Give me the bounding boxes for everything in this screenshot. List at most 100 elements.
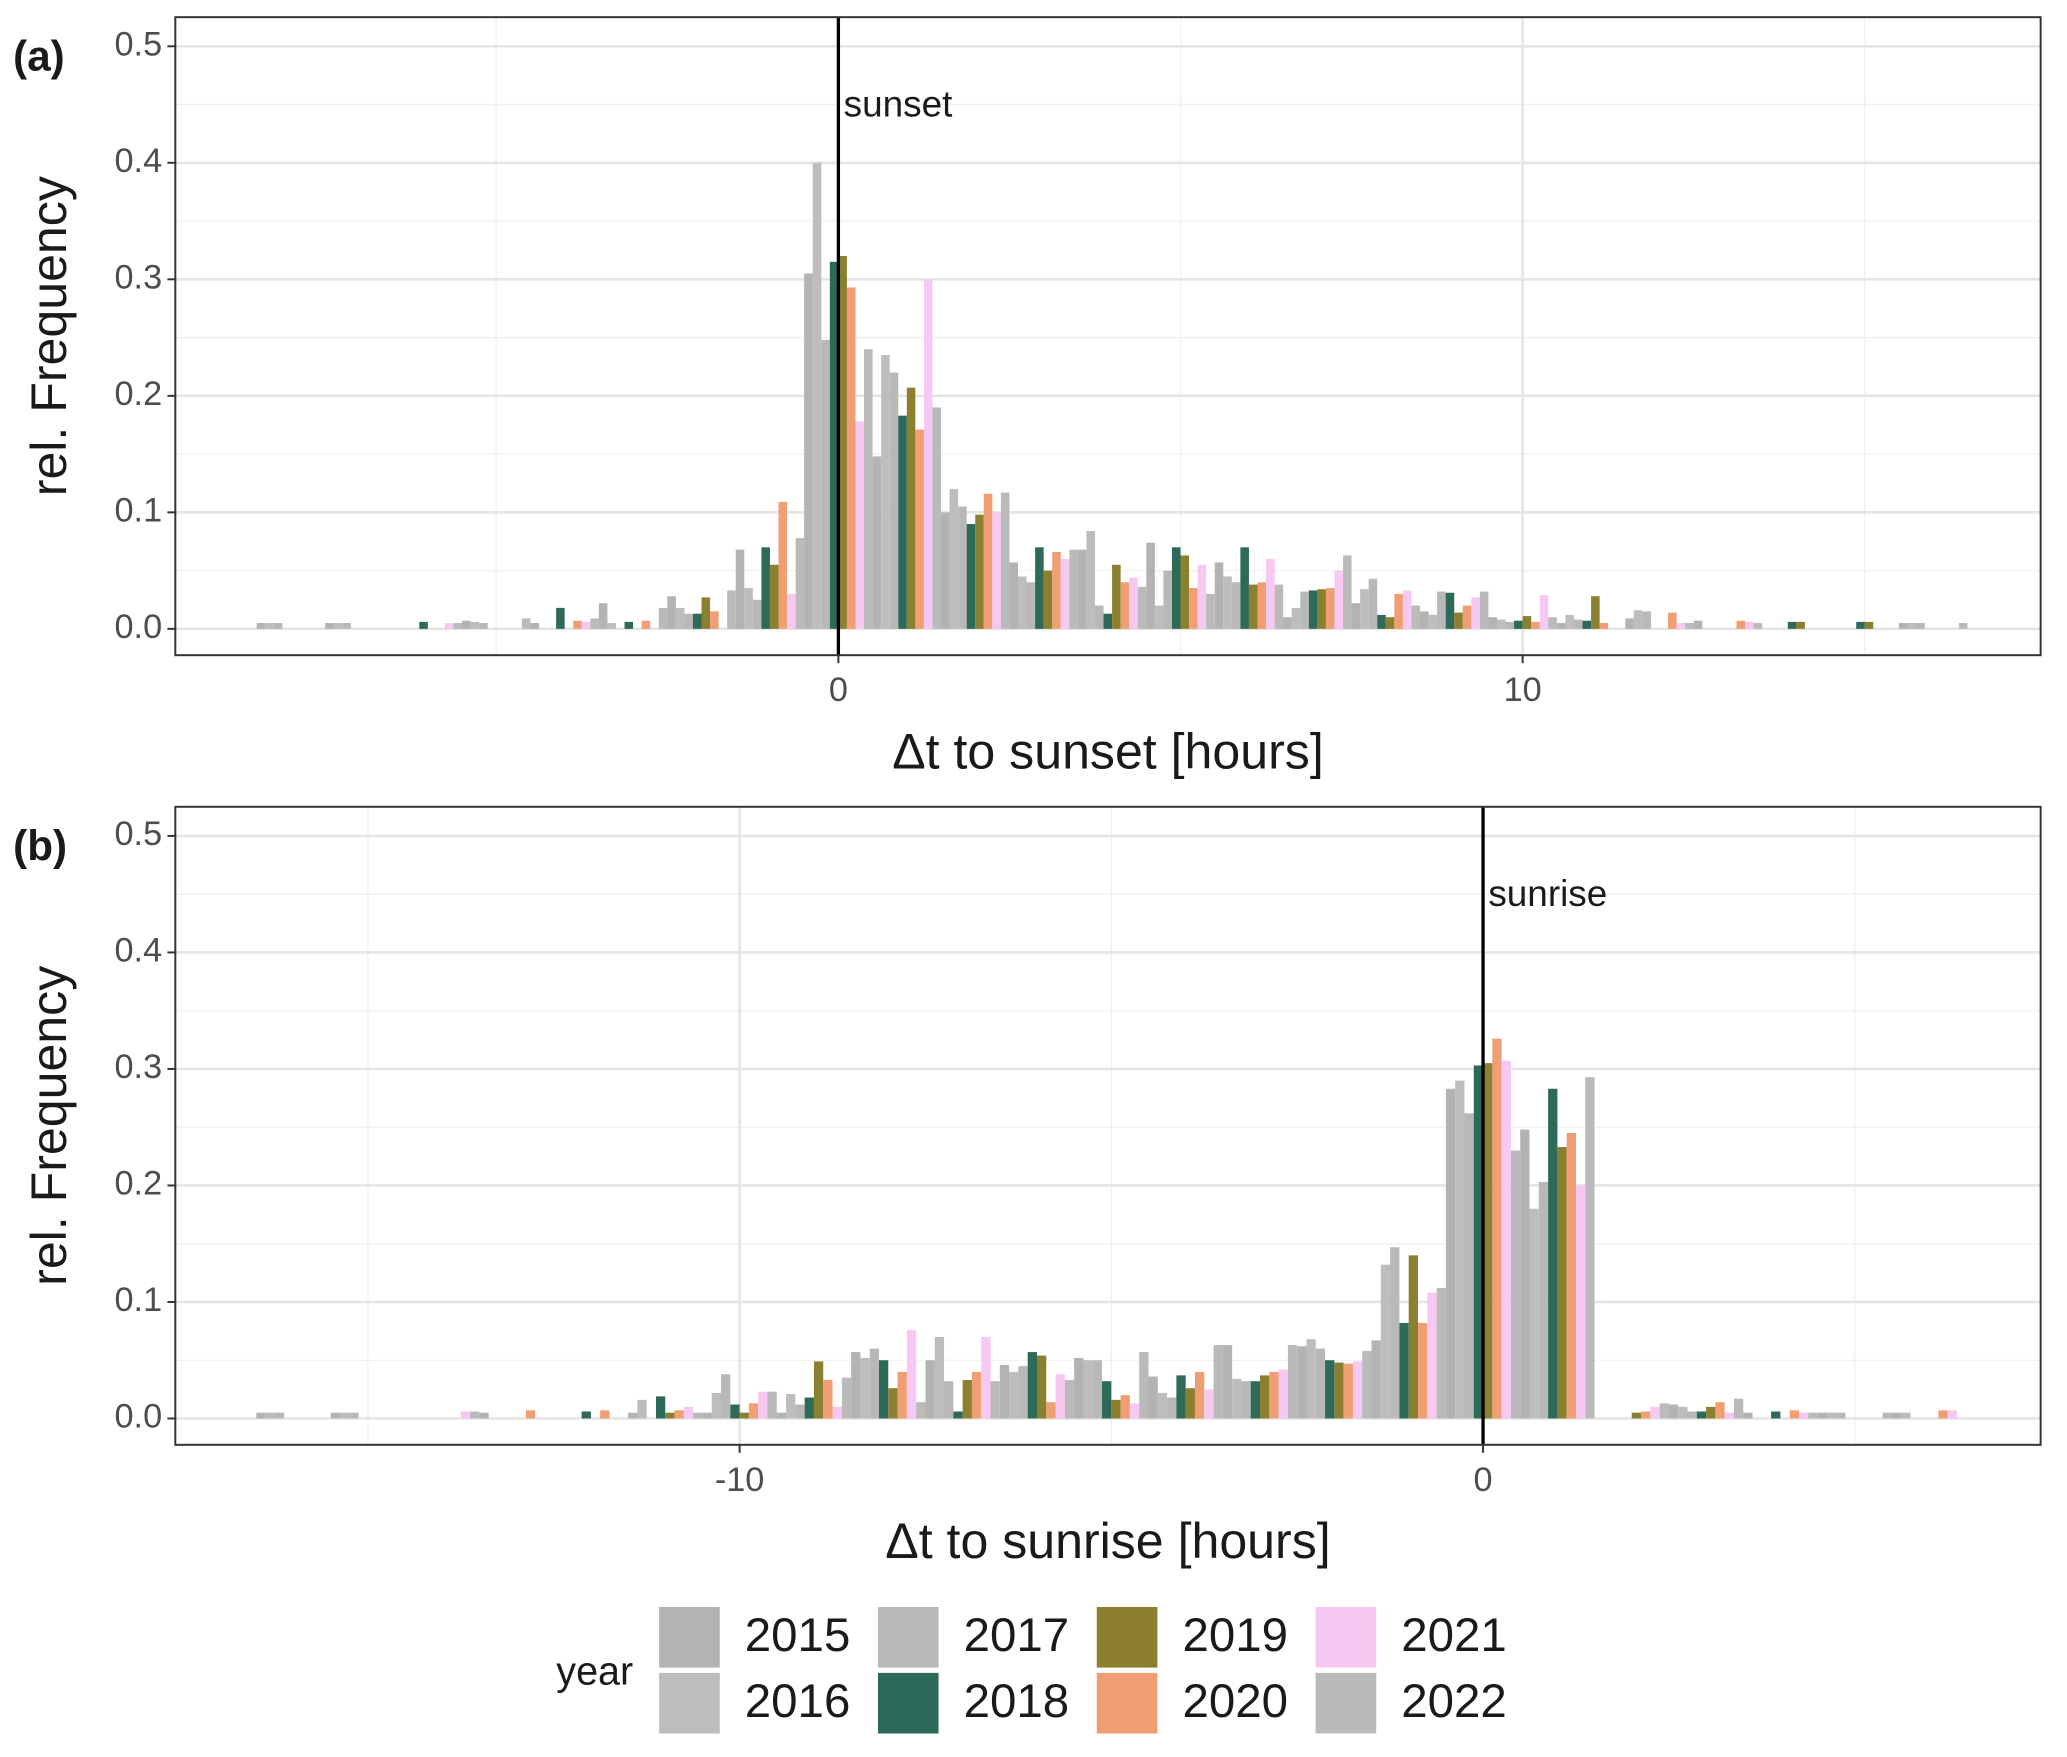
bar xyxy=(1408,1255,1418,1419)
plot-background xyxy=(175,806,2041,1445)
bar xyxy=(869,1348,879,1419)
bar xyxy=(265,623,274,629)
bar xyxy=(453,623,463,629)
bar xyxy=(838,256,847,629)
legend-label: 2015 xyxy=(745,1609,851,1662)
bar xyxy=(339,1412,350,1419)
bar xyxy=(710,611,719,629)
bar xyxy=(1241,1381,1251,1419)
bar xyxy=(1522,616,1532,629)
bar xyxy=(888,1388,898,1419)
bar xyxy=(273,623,283,629)
bar xyxy=(1260,1375,1270,1419)
bar xyxy=(855,421,865,629)
bar xyxy=(1086,530,1095,629)
bar xyxy=(1069,549,1078,629)
bar xyxy=(1402,590,1412,629)
bar xyxy=(786,1394,796,1419)
bar xyxy=(1585,1077,1595,1419)
bar xyxy=(1891,1412,1902,1419)
bar xyxy=(655,1396,666,1419)
bar xyxy=(1428,614,1438,629)
x-axis-title: Δt to sunset [hours] xyxy=(892,724,1324,780)
bar xyxy=(1958,623,1968,629)
bar xyxy=(846,287,856,629)
bar xyxy=(600,1410,610,1419)
bar xyxy=(727,590,736,629)
bar xyxy=(1947,1410,1957,1419)
bar xyxy=(949,489,959,629)
bar xyxy=(1171,547,1181,629)
legend-label: 2016 xyxy=(745,1675,851,1728)
bar xyxy=(1343,1363,1353,1419)
bar xyxy=(864,349,873,629)
bar xyxy=(1916,623,1925,629)
bar xyxy=(1787,621,1797,629)
bar xyxy=(674,1410,684,1419)
bar xyxy=(1360,589,1369,629)
bar xyxy=(735,549,745,629)
bar xyxy=(330,1412,340,1419)
bar xyxy=(1325,1360,1335,1419)
bar xyxy=(462,620,471,629)
bar xyxy=(916,1402,926,1419)
bar xyxy=(1529,1208,1539,1419)
bar xyxy=(256,1412,266,1419)
bar xyxy=(1154,605,1164,629)
bar xyxy=(1462,605,1472,629)
bar xyxy=(1102,1381,1112,1419)
bar xyxy=(1659,1403,1669,1419)
y-tick-label: 0.4 xyxy=(115,931,163,969)
bar xyxy=(1185,1388,1195,1419)
legend-key xyxy=(659,1606,720,1668)
x-tick-label: 10 xyxy=(1504,671,1542,709)
legend-label: 2021 xyxy=(1401,1609,1507,1662)
bar xyxy=(1724,1412,1734,1419)
bar xyxy=(1308,590,1318,629)
bar xyxy=(1377,614,1386,629)
bar xyxy=(795,537,805,629)
bar xyxy=(1232,1378,1242,1419)
bar xyxy=(711,1392,722,1419)
bar xyxy=(860,1357,870,1419)
bar xyxy=(1300,591,1309,629)
bar xyxy=(1129,577,1138,629)
bar xyxy=(624,621,634,629)
bar xyxy=(325,623,334,629)
bar xyxy=(1538,1181,1549,1419)
bar xyxy=(1715,1402,1725,1419)
bar xyxy=(1633,610,1643,629)
y-tick-label: 0.0 xyxy=(115,608,163,646)
bar xyxy=(1287,1345,1298,1419)
y-tick-label: 0.5 xyxy=(115,25,163,63)
bar xyxy=(953,1411,963,1419)
bar xyxy=(1496,619,1506,629)
bar xyxy=(1706,1406,1716,1419)
bar xyxy=(804,1397,814,1419)
bar xyxy=(628,1412,638,1419)
bar xyxy=(1514,620,1523,629)
bar xyxy=(1094,605,1104,629)
legend-title: year xyxy=(556,1650,633,1694)
bar xyxy=(1266,558,1275,629)
bar xyxy=(1799,1412,1809,1419)
bar xyxy=(1501,1060,1511,1419)
bar xyxy=(761,547,770,629)
bar xyxy=(1257,582,1267,629)
bar xyxy=(1120,1395,1130,1419)
bar xyxy=(637,1399,647,1419)
legend-label: 2018 xyxy=(964,1675,1070,1728)
bar xyxy=(906,1329,917,1419)
bar xyxy=(1026,582,1036,629)
bar xyxy=(898,415,907,629)
bar xyxy=(1197,564,1207,629)
bar xyxy=(1510,1150,1521,1419)
bar xyxy=(1077,549,1087,629)
bar xyxy=(1129,1403,1140,1419)
bar xyxy=(1676,623,1686,629)
bar xyxy=(1678,1406,1688,1419)
x-tick-label: -10 xyxy=(715,1461,765,1499)
bar xyxy=(1836,1412,1846,1419)
bar xyxy=(1146,542,1155,629)
bar xyxy=(460,1411,471,1419)
